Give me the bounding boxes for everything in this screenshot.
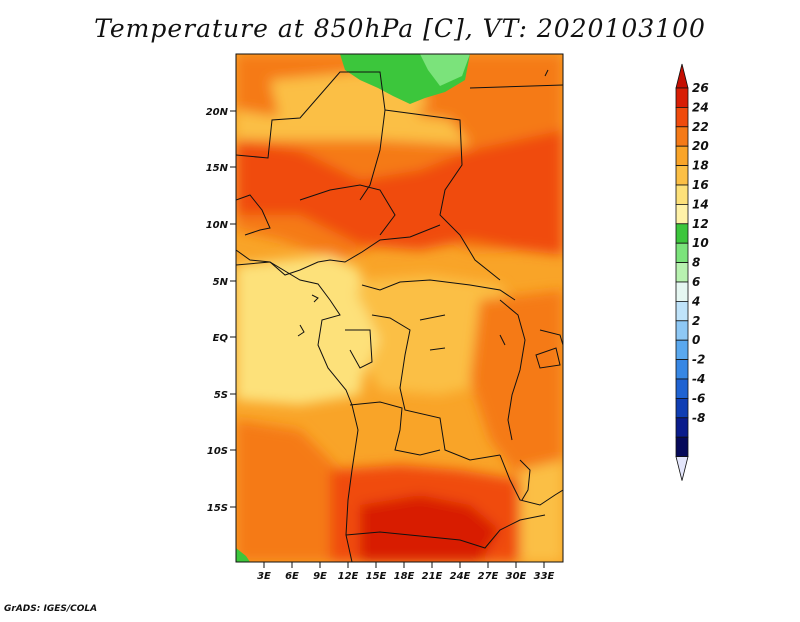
- lon-label: 21E: [422, 571, 443, 582]
- colorbar-label: 6: [692, 275, 700, 289]
- colorbar-swatch: [675, 339, 689, 361]
- map-title: Temperature at 850hPa [C], VT: 202010310…: [94, 14, 706, 43]
- lon-label: 12E: [338, 571, 359, 582]
- lon-label: 18E: [394, 571, 415, 582]
- colorbar-swatch: [675, 300, 689, 322]
- lon-label: 6E: [285, 571, 299, 582]
- colorbar-label: -2: [692, 353, 705, 367]
- lat-label: 10N: [206, 220, 229, 231]
- colorbar-swatch: [675, 242, 689, 263]
- colorbar-label: -8: [692, 411, 705, 425]
- colorbar-label: 20: [692, 139, 709, 153]
- lon-label: 15E: [366, 571, 387, 582]
- colorbar-label: 22: [692, 120, 709, 134]
- lat-label: 20N: [206, 107, 229, 118]
- colorbar-label: 24: [692, 100, 709, 114]
- lat-labels: 20N 15N 10N 5N EQ 5S 10S 15S: [206, 107, 229, 514]
- colorbar-swatch: [675, 184, 689, 205]
- lat-label: 15N: [206, 163, 229, 174]
- lat-label: 5N: [213, 277, 229, 288]
- colorbar-swatch: [675, 417, 689, 438]
- lon-label: 30E: [506, 571, 527, 582]
- colorbar-swatch: [675, 397, 689, 419]
- colorbar-label: 8: [692, 256, 700, 270]
- colorbar-label: 14: [692, 197, 709, 211]
- colorbar-label: 2: [692, 314, 700, 328]
- colorbar-label: 16: [692, 178, 709, 192]
- colorbar-swatch: [675, 223, 689, 244]
- lat-label: 15S: [207, 503, 228, 514]
- colorbar-label: 10: [692, 236, 709, 250]
- lat-label: 10S: [207, 446, 228, 457]
- lon-label: 33E: [534, 571, 555, 582]
- colorbar-label: 4: [691, 294, 700, 308]
- temperature-field: [236, 54, 563, 562]
- colorbar-swatch: [675, 359, 689, 380]
- colorbar-label: 26: [692, 81, 709, 95]
- lon-label: 27E: [478, 571, 499, 582]
- colorbar-swatch: [675, 436, 689, 458]
- colorbar-swatch: [675, 262, 689, 283]
- colorbar-label: -4: [692, 372, 705, 386]
- lat-label: EQ: [213, 333, 229, 344]
- lon-axis: [263, 562, 545, 568]
- colorbar-swatch: [675, 203, 689, 225]
- map-frame: [235, 53, 564, 563]
- colorbar-swatch: [675, 145, 689, 166]
- lon-label: 24E: [450, 571, 471, 582]
- colorbar-swatch: [675, 378, 689, 399]
- lon-labels: 3E 6E 9E 12E 15E 18E 21E 24E 27E 30E 33E: [257, 571, 554, 582]
- colorbar-over-triangle: [675, 63, 689, 89]
- lat-label: 5S: [214, 390, 228, 401]
- lon-label: 3E: [257, 571, 271, 582]
- colorbar-swatch: [675, 281, 689, 302]
- lon-label: 9E: [313, 571, 327, 582]
- colorbar-swatch: [675, 165, 689, 186]
- colorbar-label: 12: [692, 217, 709, 231]
- footer-credit: GrADS: IGES/COLA: [4, 604, 98, 614]
- colorbar-label: -6: [692, 391, 705, 405]
- colorbar-swatch: [675, 320, 689, 341]
- colorbar-label: 18: [692, 159, 709, 173]
- colorbar-swatch: [675, 107, 689, 128]
- colorbar-under-triangle: [675, 456, 689, 481]
- colorbar-swatch: [675, 87, 689, 108]
- lat-axis: [230, 110, 236, 508]
- country-borders: [236, 69, 563, 562]
- colorbar-swatch: [675, 126, 689, 147]
- colorbar-label: 0: [692, 333, 700, 347]
